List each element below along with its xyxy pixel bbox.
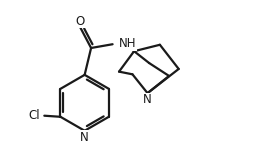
Text: N: N [80,131,89,144]
Text: Cl: Cl [28,109,40,122]
Text: NH: NH [119,37,137,50]
Text: N: N [143,93,152,106]
Text: O: O [76,15,85,28]
